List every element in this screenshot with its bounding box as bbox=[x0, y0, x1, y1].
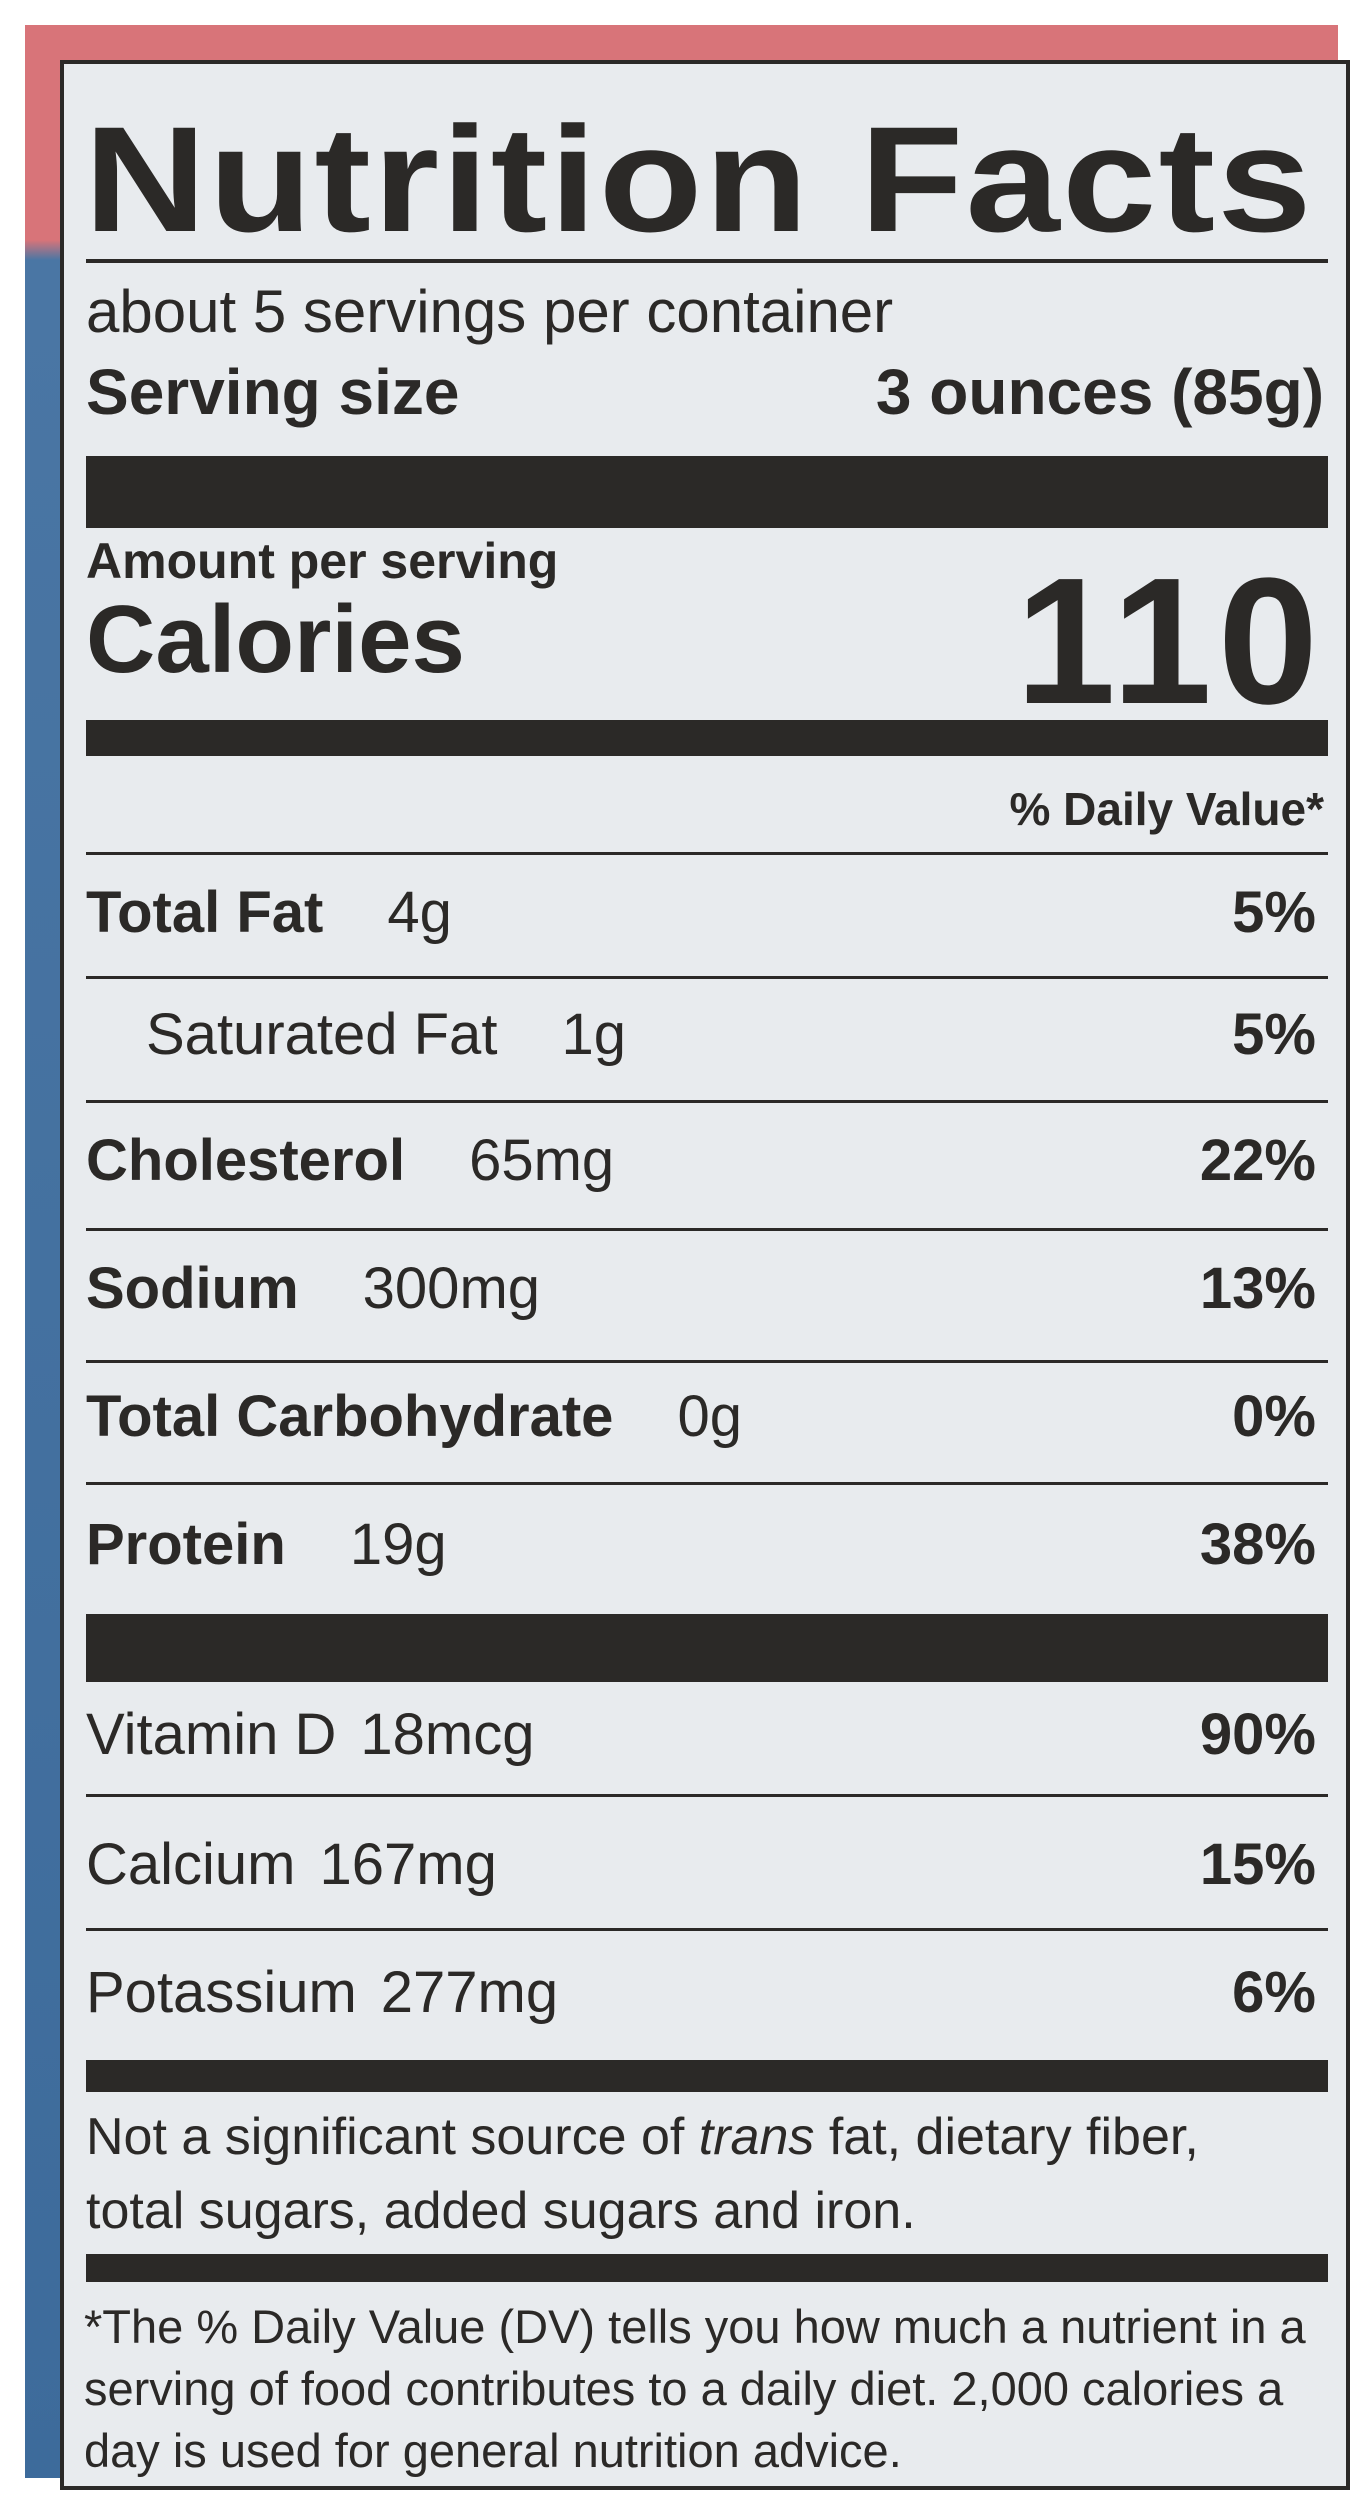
calories-label: Calories bbox=[86, 586, 465, 693]
thick-divider bbox=[86, 456, 1328, 528]
nutrient-name: Total Fat bbox=[86, 879, 324, 945]
daily-value-footnote: *The % Daily Value (DV) tells you how mu… bbox=[84, 2300, 1306, 2477]
divider bbox=[86, 259, 1328, 263]
medium-divider bbox=[86, 2254, 1328, 2282]
divider bbox=[86, 1794, 1328, 1797]
nutrient-row-total-fat: Total Fat 4g 5% bbox=[86, 872, 1316, 952]
nutrient-amount: 300mg bbox=[362, 1255, 541, 1321]
divider bbox=[86, 852, 1328, 855]
nutrient-dv: 13% bbox=[1199, 1255, 1316, 1321]
nutrient-amount: 65mg bbox=[469, 1127, 615, 1193]
medium-divider bbox=[86, 720, 1328, 756]
nutrient-name: Protein bbox=[86, 1511, 286, 1577]
divider bbox=[86, 1928, 1328, 1931]
nutrient-dv: 5% bbox=[1232, 1001, 1316, 1067]
nutrient-dv: 0% bbox=[1232, 1383, 1316, 1449]
vitamin-amount: 167mg bbox=[319, 1831, 497, 1897]
serving-size-value: 3 ounces (85g) bbox=[875, 356, 1324, 428]
vitamin-dv: 6% bbox=[1232, 1959, 1316, 2025]
divider bbox=[86, 1360, 1328, 1363]
nutrient-row-saturated-fat: Saturated Fat 1g 5% bbox=[86, 994, 1316, 1074]
note-italic: trans bbox=[698, 2108, 815, 2166]
nutrient-name: Total Carbohydrate bbox=[86, 1383, 614, 1449]
daily-value-header: % Daily Value* bbox=[1009, 783, 1325, 835]
vitamin-amount: 18mcg bbox=[360, 1701, 535, 1767]
label-title: Nutrition Facts bbox=[84, 95, 1314, 263]
nutrient-amount: 19g bbox=[349, 1511, 447, 1577]
divider bbox=[86, 1100, 1328, 1103]
nutrient-amount: 1g bbox=[561, 1001, 626, 1067]
amount-per-serving: Amount per serving bbox=[86, 533, 559, 589]
vitamin-name: Potassium bbox=[86, 1959, 357, 2025]
vitamin-amount: 277mg bbox=[380, 1959, 559, 2025]
note-text: fat, dietary fiber, total sugars, added … bbox=[86, 2108, 1199, 2240]
vitamin-name: Vitamin D bbox=[86, 1701, 337, 1767]
divider bbox=[86, 1228, 1328, 1231]
nutrient-name: Sodium bbox=[86, 1255, 299, 1321]
medium-divider bbox=[86, 2060, 1328, 2092]
vitamin-row-calcium: Calcium 167mg 15% bbox=[86, 1824, 1316, 1904]
nutrient-amount: 0g bbox=[677, 1383, 742, 1449]
nutrition-facts-label: Nutrition Facts about 5 servings per con… bbox=[60, 60, 1350, 2490]
packaging-background: Nutrition Facts about 5 servings per con… bbox=[25, 25, 1350, 2490]
vitamin-name: Calcium bbox=[86, 1831, 296, 1897]
nutrient-row-protein: Protein 19g 38% bbox=[86, 1504, 1316, 1584]
nutrient-dv: 22% bbox=[1199, 1127, 1316, 1193]
nutrient-row-sodium: Sodium 300mg 13% bbox=[86, 1248, 1316, 1328]
vitamin-dv: 90% bbox=[1199, 1701, 1316, 1767]
note-text: Not a significant source of bbox=[86, 2108, 699, 2166]
nutrient-name: Cholesterol bbox=[86, 1127, 406, 1193]
not-significant-note: Not a significant source of trans fat, d… bbox=[86, 2100, 1286, 2248]
nutrient-row-total-carbohydrate: Total Carbohydrate 0g 0% bbox=[86, 1376, 1316, 1456]
servings-per-container: about 5 servings per container bbox=[86, 278, 894, 345]
calories-value: 110 bbox=[1015, 541, 1324, 742]
vitamin-row-potassium: Potassium 277mg 6% bbox=[86, 1952, 1316, 2032]
divider bbox=[86, 976, 1328, 979]
nutrient-row-cholesterol: Cholesterol 65mg 22% bbox=[86, 1120, 1316, 1200]
nutrient-name: Saturated Fat bbox=[146, 1001, 498, 1067]
thick-divider bbox=[86, 1614, 1328, 1682]
nutrient-amount: 4g bbox=[387, 879, 452, 945]
vitamin-dv: 15% bbox=[1199, 1831, 1316, 1897]
nutrient-dv: 5% bbox=[1232, 879, 1316, 945]
divider bbox=[86, 1482, 1328, 1485]
serving-size-label: Serving size bbox=[86, 356, 460, 428]
nutrient-dv: 38% bbox=[1199, 1511, 1316, 1577]
vitamin-row-vitamin-d: Vitamin D 18mcg 90% bbox=[86, 1694, 1316, 1774]
